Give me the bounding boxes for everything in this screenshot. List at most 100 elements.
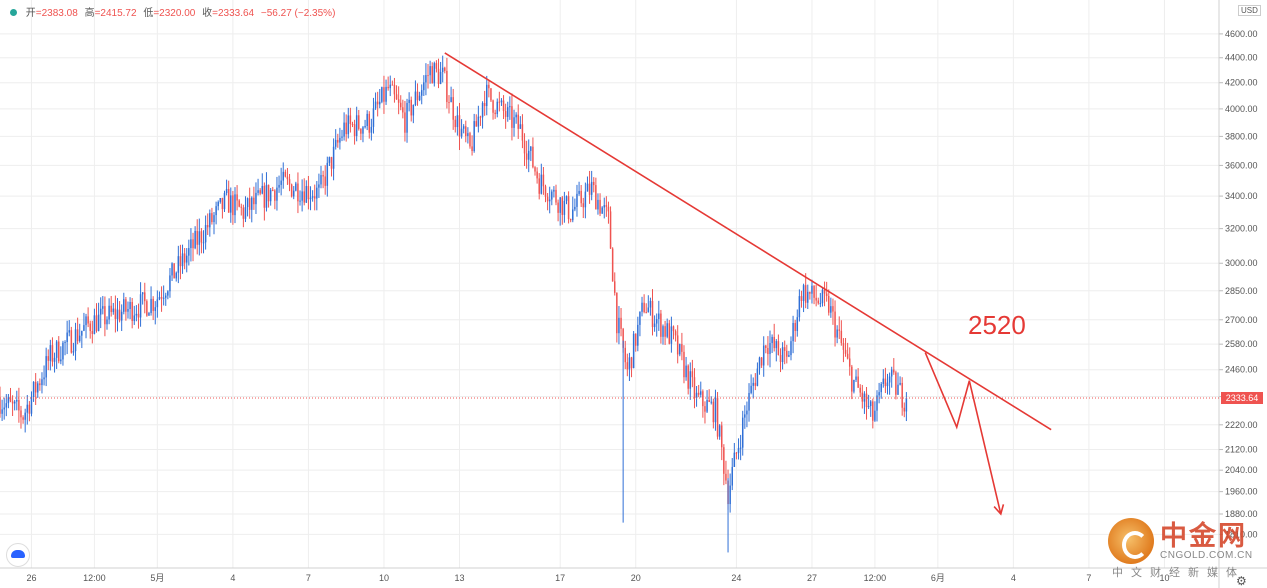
candle-body	[561, 197, 564, 215]
candle-body	[578, 190, 580, 194]
candle-body	[750, 385, 752, 393]
y-tick-label: 2580.00	[1225, 339, 1258, 349]
candle-body	[167, 291, 169, 296]
candle-body	[513, 117, 515, 128]
candle-body	[853, 379, 855, 392]
candle-body	[855, 376, 857, 380]
candle-body	[339, 137, 341, 143]
candle-body	[796, 317, 799, 331]
candle-body	[412, 104, 415, 116]
x-tick-label: 10	[379, 573, 389, 583]
candle-body	[588, 183, 591, 195]
y-tick-label: 2700.00	[1225, 315, 1258, 325]
candle-body	[360, 128, 362, 134]
candle-body	[236, 194, 238, 201]
candle-body	[263, 185, 266, 208]
candle-body	[265, 184, 268, 208]
cngold-logo-icon	[1108, 518, 1154, 564]
candle-body	[739, 447, 742, 449]
candle-body	[708, 399, 710, 403]
x-tick-label: 12:00	[864, 573, 887, 583]
candle-body	[517, 114, 519, 129]
candle-body	[492, 100, 494, 113]
candle-body	[460, 128, 463, 137]
candle-body	[647, 307, 650, 313]
candle-body	[506, 107, 509, 117]
candle-body	[123, 299, 125, 312]
candle-body	[297, 183, 299, 202]
candle-body	[622, 328, 624, 348]
candle-body	[192, 239, 194, 249]
candle-body	[93, 315, 96, 334]
candle-body	[374, 101, 377, 109]
candle-body	[301, 191, 303, 201]
candle-body	[5, 403, 8, 408]
candle-body	[154, 307, 157, 311]
candle-body	[141, 292, 144, 295]
candle-body	[783, 347, 786, 351]
candle-body	[173, 263, 175, 279]
candle-body	[488, 84, 490, 89]
gear-icon[interactable]: ⚙	[1236, 574, 1247, 588]
candle-body	[11, 401, 14, 404]
change-value: −56.27 (−2.35%)	[260, 8, 336, 19]
candle-body	[435, 63, 438, 69]
candle-body	[559, 197, 561, 213]
candle-body	[131, 302, 133, 322]
candle-body	[215, 206, 217, 216]
candle-body	[13, 401, 16, 404]
candle-body	[326, 162, 329, 186]
candle-body	[353, 124, 356, 137]
candle-body	[607, 206, 610, 212]
candle-body	[490, 88, 492, 101]
watermark: 中金网 CNGOLD.COM.CN 中文财经新媒体	[1108, 514, 1254, 584]
candle-body	[0, 398, 1, 414]
candle-body	[68, 330, 70, 333]
candle-body	[714, 397, 717, 423]
candle-body	[580, 190, 582, 204]
candle-body	[87, 316, 89, 324]
candle-body	[674, 331, 677, 336]
candle-body	[217, 201, 219, 207]
candle-body	[655, 319, 658, 324]
candle-body	[248, 198, 251, 210]
candle-body	[569, 219, 572, 221]
projection-arrowhead	[993, 504, 1005, 516]
candle-body	[643, 302, 645, 313]
candle-body	[790, 341, 792, 356]
candle-body	[156, 299, 159, 308]
candle-body	[227, 188, 230, 213]
candle-body	[211, 213, 213, 223]
candle-body	[605, 205, 608, 207]
candle-body	[385, 86, 387, 102]
candle-body	[880, 383, 882, 393]
candle-body	[389, 84, 391, 89]
candle-body	[381, 87, 383, 102]
candle-body	[444, 67, 446, 71]
candle-body	[574, 206, 576, 210]
currency-badge[interactable]: USD	[1238, 5, 1261, 16]
watermark-slogan: 中文财经新媒体	[1112, 567, 1245, 579]
candle-body	[479, 116, 482, 118]
candle-body	[305, 186, 308, 203]
candle-body	[144, 292, 146, 302]
candle-body	[641, 302, 643, 312]
candle-body	[383, 87, 385, 102]
candle-body	[269, 189, 272, 202]
candle-body	[18, 399, 20, 411]
candle-body	[152, 298, 154, 311]
candle-body	[450, 97, 452, 103]
candle-body	[162, 297, 165, 299]
candle-body	[146, 301, 148, 316]
candle-body	[632, 333, 635, 369]
candle-body	[542, 174, 545, 187]
candle-body	[511, 106, 513, 128]
candle-body	[565, 196, 568, 201]
candle-body	[9, 397, 12, 402]
x-tick-label: 4	[1011, 573, 1016, 583]
candle-body	[320, 175, 322, 185]
candle-body	[379, 101, 381, 105]
tradingview-logo-icon[interactable]	[6, 543, 30, 567]
candle-body	[366, 113, 368, 126]
